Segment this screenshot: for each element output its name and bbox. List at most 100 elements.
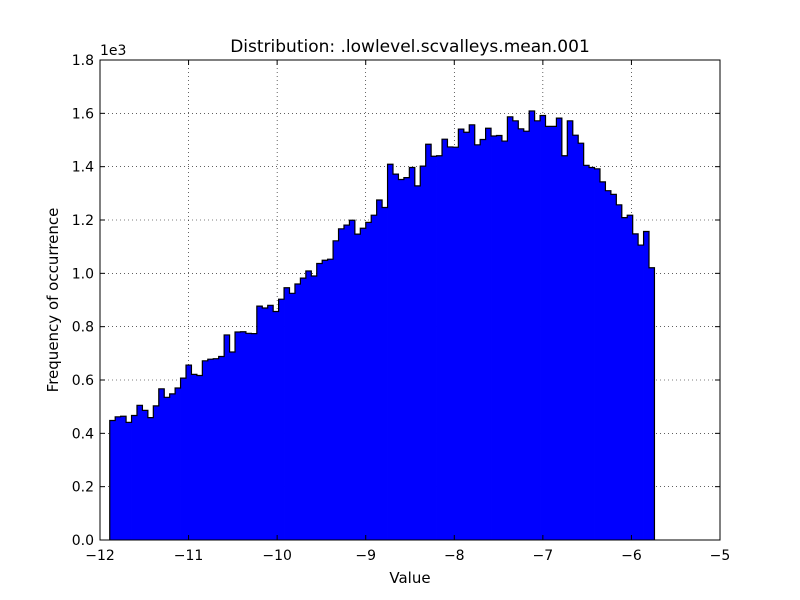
histogram-bar <box>452 147 459 540</box>
histogram-bar <box>599 181 606 540</box>
histogram-bar <box>621 217 628 540</box>
histogram-bar <box>333 240 339 541</box>
histogram-bar <box>403 177 410 540</box>
histogram-bar <box>474 144 481 541</box>
histogram-bar <box>294 284 301 540</box>
histogram-bar <box>398 179 405 540</box>
y-tick-labels: 0.0 0.2 0.4 0.6 0.8 1.0 1.2 1.4 1.6 1.8 <box>72 53 94 549</box>
histogram-bar <box>164 397 171 540</box>
histogram-bar <box>458 129 465 541</box>
histogram-bar <box>556 118 563 540</box>
y-axis-multiplier: 1e3 <box>100 43 126 59</box>
histogram-bar <box>501 141 508 541</box>
histogram-bar <box>349 220 356 540</box>
y-tick-label: 1.0 <box>72 266 94 282</box>
histogram-bar <box>627 215 634 540</box>
histogram-bar <box>365 222 372 540</box>
histogram-bar <box>267 305 274 540</box>
histogram-bars <box>109 110 655 541</box>
histogram-bar <box>158 388 165 540</box>
histogram-bar <box>147 417 154 540</box>
histogram-bar <box>224 334 230 540</box>
histogram-bar <box>131 415 138 540</box>
histogram-outline <box>109 110 656 540</box>
y-tick-label: 0.0 <box>72 533 94 549</box>
histogram-bar <box>191 374 198 540</box>
histogram-bar <box>153 405 160 540</box>
x-tick-label: −5 <box>710 548 731 564</box>
histogram-bar <box>256 306 263 540</box>
histogram-bar <box>447 146 454 540</box>
histogram-bar <box>327 259 334 540</box>
histogram-bar <box>305 270 312 540</box>
histogram-bar <box>371 215 378 540</box>
histogram-bar <box>425 144 432 540</box>
x-tick-label: −11 <box>174 548 204 564</box>
histogram-bar <box>578 143 585 540</box>
histogram-bar <box>583 165 590 541</box>
y-tick-label: 0.8 <box>72 320 94 336</box>
y-axis-label: Frequency of occurrence <box>44 208 62 393</box>
histogram-bar <box>485 128 492 540</box>
histogram-bar <box>431 156 437 540</box>
histogram-bar <box>643 231 650 540</box>
histogram-bar <box>360 228 367 540</box>
histogram-bar <box>420 166 427 540</box>
histogram-bar <box>616 204 623 541</box>
histogram-bar <box>442 139 448 540</box>
histogram-bar <box>175 388 181 540</box>
histogram-bar <box>109 420 116 540</box>
histogram-bar <box>529 110 536 540</box>
y-tick-label: 1.6 <box>72 106 94 122</box>
histogram-bar <box>561 155 568 540</box>
histogram-bar <box>142 410 149 540</box>
histogram-bar <box>610 194 617 540</box>
histogram-bar <box>300 278 307 540</box>
y-tick-label: 0.6 <box>72 373 94 389</box>
x-tick-label: −10 <box>262 548 292 564</box>
histogram-bar <box>251 333 258 540</box>
histogram-bar <box>496 135 503 540</box>
histogram-bar <box>196 375 203 540</box>
histogram-bar <box>632 233 639 540</box>
x-tick-label: −9 <box>355 548 376 564</box>
histogram-bar <box>284 287 290 540</box>
histogram-bar <box>480 139 486 540</box>
histogram-bar <box>523 131 530 540</box>
histogram-bar <box>202 360 209 540</box>
histogram-bar <box>491 136 497 540</box>
histogram-bar <box>649 267 655 540</box>
histogram-bar <box>136 405 143 540</box>
histogram-bar <box>120 416 127 540</box>
y-tick-label: 0.4 <box>72 426 94 442</box>
histogram-bar <box>218 356 225 540</box>
histogram-bar <box>311 276 318 540</box>
histogram-bar <box>436 155 443 540</box>
histogram-bar <box>169 393 176 540</box>
y-tick-label: 1.2 <box>72 213 94 229</box>
histogram-bar <box>316 263 323 540</box>
histogram-bar <box>589 167 595 540</box>
histogram-bar <box>229 352 236 540</box>
histogram-bar <box>638 245 644 541</box>
histogram-bar <box>289 293 296 540</box>
histogram-bar <box>409 167 416 540</box>
histogram-bar <box>512 120 519 541</box>
x-tick-labels: −12 −11 −10 −9 −8 −7 −6 −5 <box>85 548 730 564</box>
histogram-bar <box>278 299 285 540</box>
histogram-bar <box>463 132 470 540</box>
histogram-bar <box>180 378 187 540</box>
histogram-bar <box>545 126 552 541</box>
histogram-bar <box>213 358 220 540</box>
histogram-bar <box>186 365 192 540</box>
histogram-bar <box>240 331 247 540</box>
histogram-bar <box>322 260 329 540</box>
histogram-bar <box>343 225 350 541</box>
histogram-bar <box>354 234 361 540</box>
histogram-bar <box>469 124 476 541</box>
axis-ticks <box>99 59 721 541</box>
plot-frame <box>99 59 721 541</box>
x-tick-label: −12 <box>85 548 115 564</box>
x-tick-label: −6 <box>621 548 642 564</box>
